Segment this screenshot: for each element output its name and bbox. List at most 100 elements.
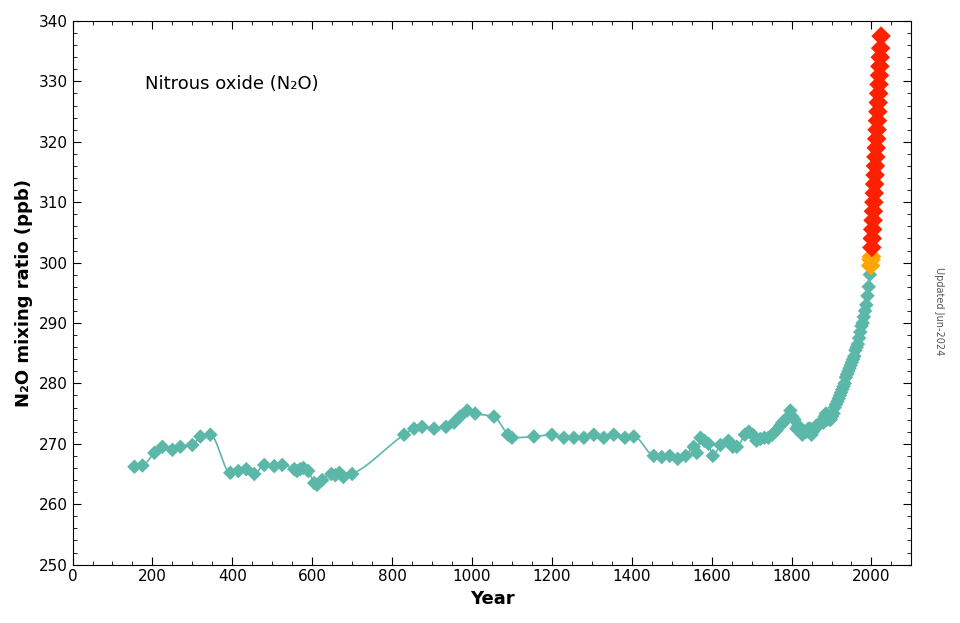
Point — [864, 252, 879, 262]
Point — [706, 451, 721, 461]
Point — [239, 464, 254, 474]
Point — [415, 422, 430, 432]
Point — [827, 402, 842, 412]
Point — [839, 369, 854, 379]
Point — [817, 412, 832, 422]
Point — [871, 88, 886, 98]
Point — [869, 143, 884, 153]
Point — [823, 415, 838, 425]
Point — [606, 430, 621, 440]
Point — [775, 417, 790, 427]
Point — [566, 433, 582, 443]
Point — [831, 394, 847, 404]
Point — [504, 433, 519, 443]
Point — [865, 234, 880, 244]
Point — [737, 430, 753, 440]
Point — [860, 291, 876, 301]
Point — [858, 300, 874, 310]
Point — [848, 345, 863, 355]
Point — [756, 433, 772, 443]
Point — [127, 462, 142, 472]
Point — [793, 424, 808, 434]
Point — [837, 378, 852, 388]
Point — [749, 435, 764, 445]
Point — [596, 433, 612, 443]
Point — [745, 430, 760, 440]
Point — [847, 351, 862, 361]
Point — [730, 442, 745, 452]
Point — [678, 451, 693, 461]
Point — [855, 318, 871, 328]
Point — [820, 415, 835, 425]
Point — [300, 466, 316, 476]
Point — [686, 442, 702, 452]
Point — [689, 448, 705, 458]
Point — [697, 435, 712, 445]
Point — [829, 396, 845, 406]
Point — [861, 282, 876, 292]
Point — [868, 152, 883, 162]
Point — [808, 421, 824, 430]
Point — [780, 412, 796, 422]
Point — [815, 416, 830, 426]
Point — [753, 434, 768, 444]
Point — [741, 427, 756, 437]
Point — [842, 363, 857, 373]
Point — [874, 31, 889, 41]
Point — [866, 206, 881, 216]
Point — [544, 430, 560, 440]
Point — [869, 134, 884, 144]
Text: Updated Jun-2024: Updated Jun-2024 — [934, 267, 944, 356]
Point — [617, 433, 633, 443]
Point — [426, 424, 442, 434]
Point — [825, 412, 840, 422]
Point — [865, 224, 880, 234]
Point — [147, 448, 162, 458]
Point — [849, 342, 864, 352]
Point — [556, 433, 571, 443]
Point — [315, 475, 330, 485]
Point — [670, 454, 685, 464]
Point — [828, 399, 844, 409]
Point — [256, 460, 272, 470]
Point — [693, 433, 708, 443]
Point — [844, 357, 859, 367]
Point — [873, 61, 888, 71]
Point — [870, 125, 885, 135]
Point — [782, 406, 798, 416]
Point — [821, 412, 836, 422]
Point — [852, 333, 867, 343]
Point — [864, 242, 879, 252]
Point — [184, 440, 200, 450]
Point — [818, 409, 833, 419]
Point — [871, 98, 886, 108]
Point — [662, 451, 678, 461]
Y-axis label: N₂O mixing ratio (ppb): N₂O mixing ratio (ppb) — [15, 179, 33, 407]
Point — [247, 469, 262, 479]
Point — [286, 464, 301, 474]
Point — [327, 470, 343, 480]
Point — [816, 417, 831, 427]
Point — [223, 468, 238, 478]
Point — [872, 70, 887, 80]
Point — [203, 430, 218, 440]
Point — [760, 433, 776, 443]
Point — [872, 80, 887, 90]
Point — [439, 422, 454, 432]
Point — [165, 445, 180, 455]
Point — [786, 415, 802, 425]
Point — [701, 439, 716, 449]
Point — [805, 427, 821, 437]
Point — [332, 468, 348, 478]
Point — [309, 480, 324, 490]
Point — [406, 424, 421, 434]
Point — [867, 188, 882, 198]
Point — [275, 460, 290, 470]
Point — [822, 415, 837, 425]
Point — [345, 469, 360, 479]
Point — [765, 430, 780, 440]
Point — [856, 312, 872, 322]
Point — [779, 415, 794, 425]
Point — [587, 430, 602, 440]
Point — [799, 427, 814, 437]
